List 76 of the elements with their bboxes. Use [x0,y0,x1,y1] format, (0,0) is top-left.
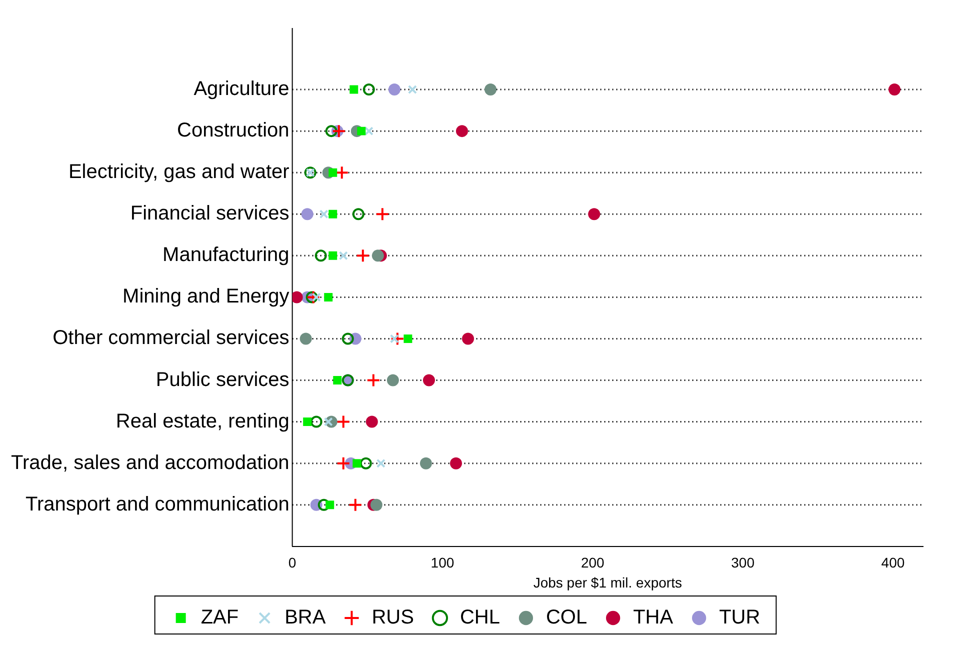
point [342,332,354,345]
point [306,290,320,304]
point [352,208,364,220]
point [338,251,348,260]
x-axis-title: Jobs per $1 mil. exports [533,574,682,590]
point [336,414,350,429]
legend-label: CHL [460,606,500,629]
y-tick-label: Real estate, renting [116,410,290,432]
legend-label: BRA [284,606,326,629]
point [303,418,312,426]
point [366,373,380,388]
point [375,207,390,222]
point [404,334,412,343]
point [376,458,386,468]
point [314,250,327,262]
point [336,456,350,470]
point [388,84,400,96]
point [312,292,321,302]
y-tick-label: Financial services [130,202,290,225]
y-tick-label: Transport and communication [25,493,290,516]
point [352,459,362,468]
x-tick-label: 200 [580,554,605,571]
point [310,416,322,428]
point [319,210,328,219]
y-tick-label: Mining and Energy [122,286,290,308]
legend-label: COL [546,606,588,629]
legend-label: TUR [719,606,760,629]
point [301,208,314,220]
x-tick-label: 400 [881,554,905,571]
point [360,457,372,470]
legend-label: RUS [372,606,414,629]
point [332,124,346,138]
y-tick-label: Agriculture [194,78,290,100]
point [328,251,338,260]
point [422,374,435,386]
y-tick-label: Manufacturing [162,244,290,266]
point [390,334,399,344]
point [292,291,303,304]
point [350,85,358,94]
point [386,374,399,386]
x-tick-label: 300 [731,554,755,571]
point [366,416,378,428]
point [484,84,497,96]
point [372,250,384,262]
point [328,168,338,177]
point [888,84,900,96]
point [450,457,462,470]
point [324,292,333,302]
y-tick-label: Electricity, gas and water [68,161,290,184]
point [318,498,330,511]
point [328,210,338,218]
legend-label: THA [633,606,674,629]
point [420,457,432,470]
point [462,332,474,345]
point [306,291,318,304]
point [356,248,370,263]
point [408,85,417,94]
point [456,125,468,138]
point [370,498,382,511]
y-tick-label: Other commercial services [52,327,290,350]
point [326,500,334,510]
y-tick-label: Public services [156,368,290,391]
point [390,332,404,346]
point [588,208,600,220]
point [300,332,312,345]
point [357,126,366,136]
y-tick-label: Construction [177,120,290,142]
point [325,125,338,138]
y-tick-label: Trade, sales and accomodation [11,452,290,474]
point [348,498,362,512]
point [324,417,333,426]
legend-label: ZAF [200,606,239,629]
x-tick-label: 0 [288,554,296,571]
point [333,376,342,385]
x-tick-label: 100 [430,554,454,571]
point [362,84,375,96]
